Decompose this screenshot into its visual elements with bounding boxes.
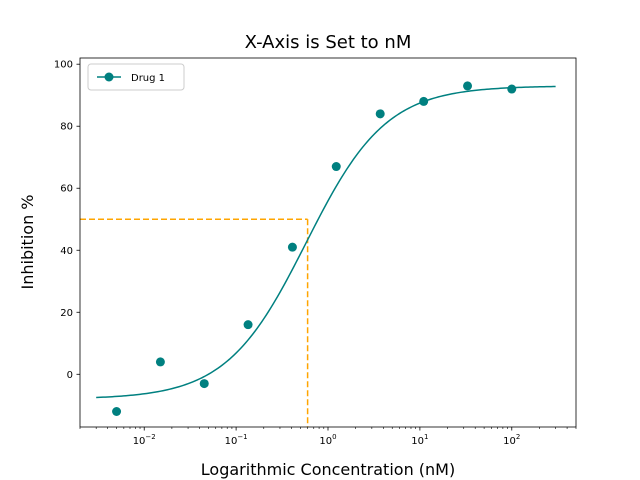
y-tick-label-5: 80 bbox=[60, 122, 73, 133]
data-points bbox=[112, 81, 517, 416]
chart-title: X-Axis is Set to nM bbox=[245, 32, 412, 53]
legend-dot-marker bbox=[104, 72, 114, 82]
fit-curve-group bbox=[96, 85, 556, 399]
x-tick-label-4: 101 bbox=[411, 433, 428, 447]
data-point-3 bbox=[199, 379, 209, 389]
ic50-reference-lines bbox=[80, 218, 309, 427]
x-tick-label-5: 102 bbox=[503, 433, 520, 447]
y-tick-label-3: 40 bbox=[60, 246, 73, 257]
data-point-10 bbox=[507, 84, 517, 94]
y-tick-label-1: 0 bbox=[67, 370, 73, 381]
data-point-2 bbox=[155, 357, 165, 367]
y-axis-label: Inhibition % bbox=[18, 195, 37, 290]
x-axis-ticks: 10−2 10−1 100 101 102 bbox=[79, 427, 577, 447]
data-point-4 bbox=[243, 320, 253, 330]
data-point-8 bbox=[419, 96, 429, 106]
data-point-6 bbox=[331, 162, 341, 172]
plot-area bbox=[80, 58, 576, 427]
legend: Drug 1 bbox=[87, 63, 185, 91]
data-point-9 bbox=[463, 81, 473, 91]
legend-label: Drug 1 bbox=[131, 73, 165, 84]
plot-background bbox=[80, 58, 576, 427]
y-tick-label-6: 100 bbox=[54, 60, 73, 71]
legend-box bbox=[87, 63, 185, 91]
fit-curve bbox=[96, 85, 556, 399]
y-tick-label-4: 60 bbox=[60, 184, 73, 195]
data-point-1 bbox=[112, 406, 122, 416]
x-axis-label: Logarithmic Concentration (nM) bbox=[201, 460, 455, 479]
data-point-7 bbox=[375, 109, 385, 119]
x-tick-label-1: 10−2 bbox=[133, 433, 156, 447]
x-tick-label-3: 100 bbox=[319, 433, 336, 447]
data-point-5 bbox=[287, 242, 297, 252]
x-tick-label-2: 10−1 bbox=[225, 433, 248, 447]
y-tick-label-2: 20 bbox=[60, 308, 73, 319]
y-axis-ticks: 0 20 40 60 80 100 bbox=[54, 60, 80, 381]
